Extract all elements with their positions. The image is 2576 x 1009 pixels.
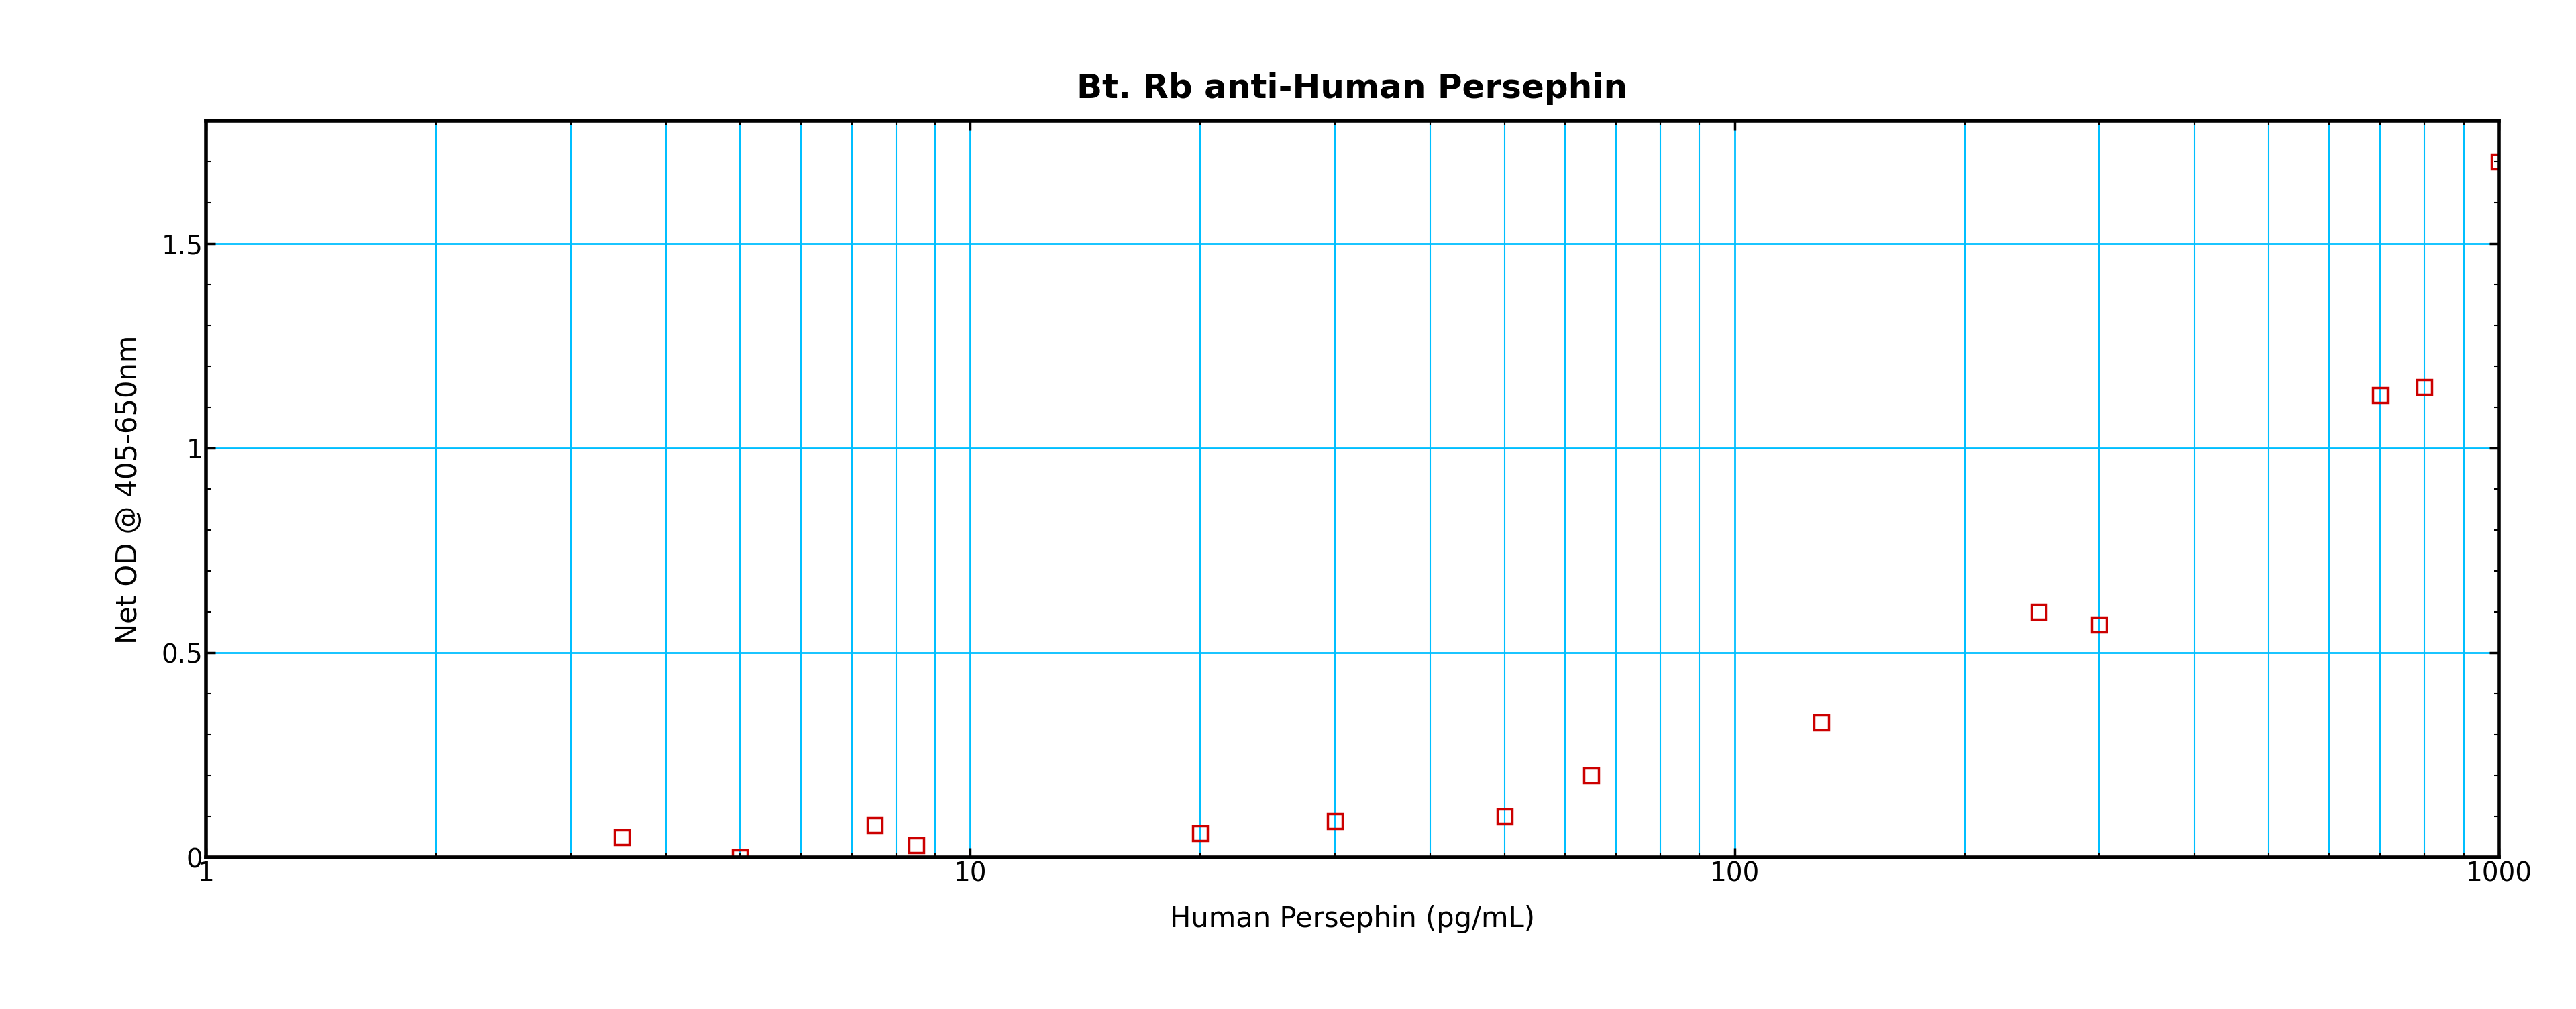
Title: Bt. Rb anti-Human Persephin: Bt. Rb anti-Human Persephin xyxy=(1077,73,1628,105)
Y-axis label: Net OD @ 405-650nm: Net OD @ 405-650nm xyxy=(113,335,142,644)
X-axis label: Human Persephin (pg/mL): Human Persephin (pg/mL) xyxy=(1170,905,1535,933)
